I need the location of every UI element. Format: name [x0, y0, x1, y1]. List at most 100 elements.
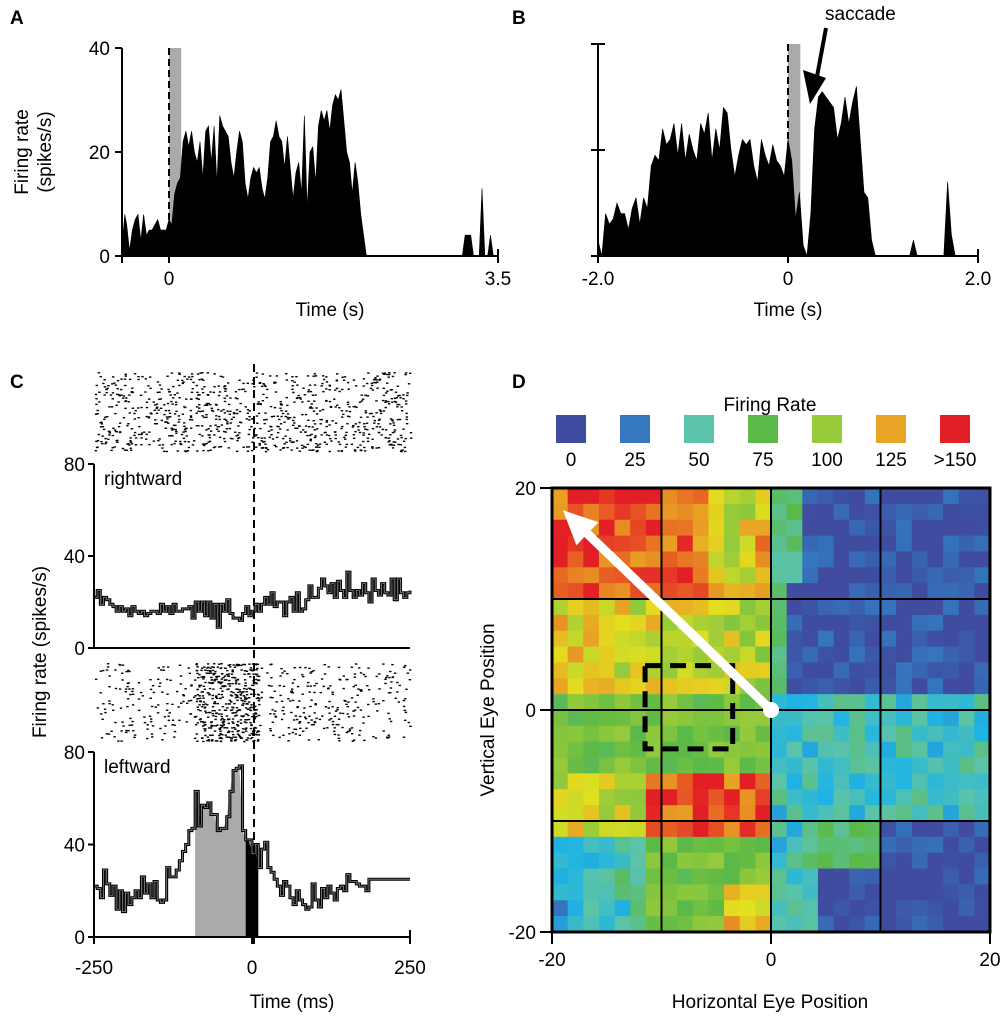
heatmap-cell	[974, 646, 991, 664]
raster-spike	[348, 728, 352, 730]
heatmap-cell	[943, 868, 960, 886]
heatmap-cell	[739, 630, 756, 648]
raster-spike	[132, 730, 135, 732]
raster-spike	[250, 732, 253, 735]
raster-spike	[240, 699, 243, 701]
raster-spike	[312, 410, 316, 412]
raster-spike	[269, 425, 272, 428]
raster-spike	[334, 389, 337, 391]
raster-spike	[103, 708, 107, 710]
raster-spike	[246, 382, 249, 385]
raster-spike	[333, 733, 337, 736]
raster-spike	[228, 685, 232, 687]
raster-spike	[182, 695, 186, 697]
heatmap-cell	[661, 725, 678, 743]
raster-spike	[223, 418, 226, 420]
raster-spike	[240, 388, 244, 391]
raster-spike	[98, 391, 101, 393]
heatmap-cell	[896, 678, 913, 695]
heatmap-cell	[927, 916, 944, 933]
heatmap-cell	[645, 789, 663, 806]
raster-spike	[296, 427, 299, 429]
heatmap-cell	[692, 757, 710, 775]
heatmap-cell	[724, 567, 741, 584]
raster-spike	[143, 431, 146, 433]
raster-spike	[229, 736, 232, 739]
raster-spike	[243, 679, 247, 681]
heatmap-cell	[974, 567, 991, 584]
heatmap-cell	[786, 614, 803, 632]
raster-spike	[345, 431, 348, 434]
heatmap-cell	[864, 599, 882, 616]
raster-spike	[157, 704, 160, 706]
heatmap-cell	[927, 599, 944, 616]
raster-spike	[164, 409, 168, 412]
raster-spike	[290, 690, 294, 692]
raster-spike	[200, 669, 203, 672]
y-axis-label: Vertical Eye Position	[478, 623, 499, 796]
heatmap-cell	[864, 503, 882, 521]
heatmap-cell	[677, 821, 694, 838]
heatmap-cell	[864, 725, 882, 743]
raster-spike	[148, 376, 152, 378]
raster-spike	[322, 378, 326, 381]
raster-spike	[121, 672, 124, 674]
raster-spike	[133, 434, 136, 437]
raster-spike	[257, 714, 261, 717]
raster-spike	[259, 427, 262, 430]
heatmap-cell	[567, 884, 584, 901]
raster-spike	[118, 422, 122, 424]
heatmap-cell	[598, 773, 616, 790]
raster-spike	[265, 418, 268, 421]
raster-spike	[269, 730, 272, 732]
heatmap-cell	[786, 535, 803, 553]
raster-spike	[343, 699, 346, 702]
heatmap-cell	[692, 805, 710, 822]
raster-spike	[99, 426, 103, 428]
raster-spike	[276, 425, 279, 428]
raster-spike	[328, 400, 332, 403]
heatmap-cell	[864, 900, 882, 917]
raster-spike	[301, 693, 304, 695]
heatmap-cell	[755, 551, 772, 568]
legend-label: 0	[566, 450, 577, 471]
raster-spike	[176, 450, 179, 452]
raster-spike	[189, 409, 193, 412]
heatmap-cell	[598, 614, 616, 632]
raster-spike	[345, 443, 348, 446]
heatmap-cell	[880, 805, 897, 822]
raster-spike	[204, 734, 207, 737]
raster-spike	[131, 693, 135, 696]
raster-spike	[319, 443, 322, 445]
raster-spike	[324, 706, 328, 708]
raster-spike	[267, 684, 271, 687]
heatmap-cell	[817, 741, 835, 759]
raster-spike	[128, 688, 131, 690]
raster-spike	[352, 406, 355, 408]
raster-spike	[170, 429, 174, 431]
raster-spike	[223, 400, 227, 403]
raster-spike	[256, 422, 259, 424]
raster-spike	[155, 407, 158, 409]
raster-spike	[227, 675, 230, 677]
heatmap-cell	[583, 836, 600, 854]
heatmap-cell	[677, 551, 694, 568]
raster-spike	[280, 718, 284, 721]
raster-spike	[371, 427, 375, 430]
raster-spike	[223, 679, 227, 681]
heatmap-cell	[880, 757, 897, 775]
raster-spike	[281, 412, 285, 415]
raster-spike	[341, 376, 344, 378]
heatmap-cell	[911, 852, 929, 870]
raster-spike	[310, 433, 313, 436]
raster-spike	[99, 670, 103, 672]
raster-spike	[323, 441, 327, 443]
raster-spike	[238, 379, 241, 381]
raster-spike	[323, 664, 326, 666]
heatmap-cell	[567, 678, 584, 695]
heatmap-cell	[864, 852, 882, 870]
raster-spike	[220, 663, 223, 665]
heatmap-cell	[692, 852, 710, 870]
raster-spike	[294, 733, 298, 735]
heatmap-cell	[552, 694, 569, 711]
